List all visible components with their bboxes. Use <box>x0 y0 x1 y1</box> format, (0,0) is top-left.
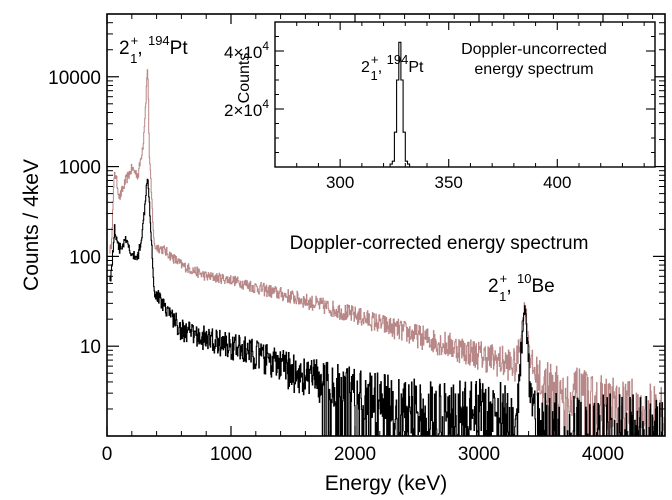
y-axis-title: Counts / 4keV <box>20 159 43 291</box>
be-peak-label: 2+ 1, 10Be <box>488 271 555 304</box>
x-tick-label: 4000 <box>582 444 624 465</box>
x-tick-label: 0 <box>102 444 113 465</box>
main-plot-frame <box>106 13 666 437</box>
inset-background <box>275 22 655 167</box>
y-tick-label: 100 <box>69 247 101 268</box>
x-tick-label: 3000 <box>458 444 500 465</box>
y-tick-label: 10000 <box>48 68 101 89</box>
x-tick-label: 1000 <box>210 444 252 465</box>
inset-y-tick-label: 2×104 <box>224 97 269 120</box>
inset-title-line-1: Doppler-uncorrected <box>461 41 607 58</box>
pt-peak-label: 2+ 1, 194Pt <box>119 33 188 66</box>
inset-title-line-2: energy spectrum <box>474 61 593 78</box>
inset-y-tick-label: 4×104 <box>224 39 269 62</box>
inset-x-tick-label: 300 <box>326 173 354 192</box>
main-ticks: 0 1000 2000 3000 4000 10 100 1000 10000 <box>48 13 665 465</box>
x-axis-title: Energy (keV) <box>325 472 448 495</box>
y-tick-label: 10 <box>80 337 101 358</box>
inset-ticks: 300 350 400 2×104 4×104 <box>224 22 655 192</box>
inset-x-tick-label: 350 <box>435 173 463 192</box>
series-line-light <box>109 69 665 436</box>
x-tick-label: 2000 <box>334 444 376 465</box>
inset-x-tick-label: 400 <box>543 173 571 192</box>
inset-y-axis-title: Counts <box>236 53 253 104</box>
y-tick-label: 1000 <box>59 158 101 179</box>
inset-pt-peak-label: 2+ 1, 194Pt <box>361 52 424 83</box>
main-chart-title: Doppler-corrected energy spectrum <box>290 233 589 254</box>
